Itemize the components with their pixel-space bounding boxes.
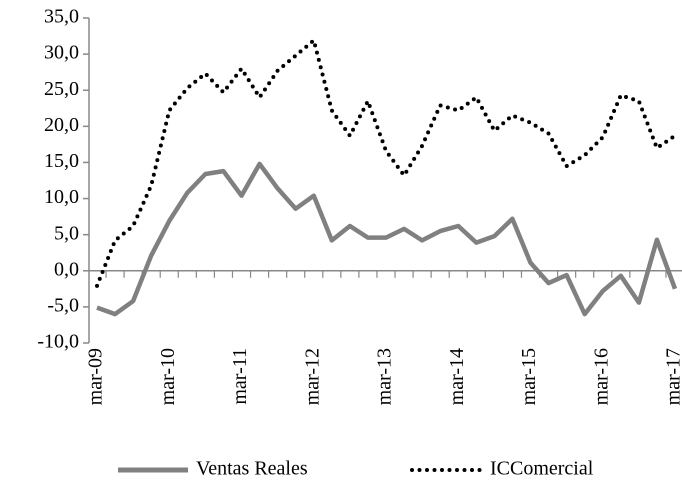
y-tick-label: 0,0 <box>54 258 79 280</box>
y-tick-label: -5,0 <box>47 294 79 316</box>
y-tick-label: 35,0 <box>44 6 79 28</box>
legend-label: ICComercial <box>490 458 594 480</box>
y-tick-label: 10,0 <box>44 186 79 208</box>
x-tick-label: mar-10 <box>157 348 179 405</box>
x-tick-label: mar-11 <box>229 348 251 405</box>
x-tick-label: mar-13 <box>374 348 396 405</box>
x-tick-label: mar-17 <box>663 348 682 405</box>
x-tick-label: mar-14 <box>446 348 468 405</box>
x-tick-label: mar-16 <box>590 348 612 405</box>
y-tick-label: 20,0 <box>44 114 79 136</box>
x-tick-label: mar-15 <box>518 348 540 405</box>
y-tick-label: 15,0 <box>44 150 79 172</box>
series-line <box>96 161 678 317</box>
series-line <box>95 38 677 288</box>
y-tick-label: 5,0 <box>54 222 79 244</box>
y-tick-label: -10,0 <box>37 331 79 353</box>
x-tick-label: mar-09 <box>85 348 107 405</box>
x-tick-label: mar-12 <box>301 348 323 405</box>
legend-label: Ventas Reales <box>196 458 308 480</box>
y-tick-label: 30,0 <box>44 42 79 64</box>
y-tick-label: 25,0 <box>44 78 79 100</box>
